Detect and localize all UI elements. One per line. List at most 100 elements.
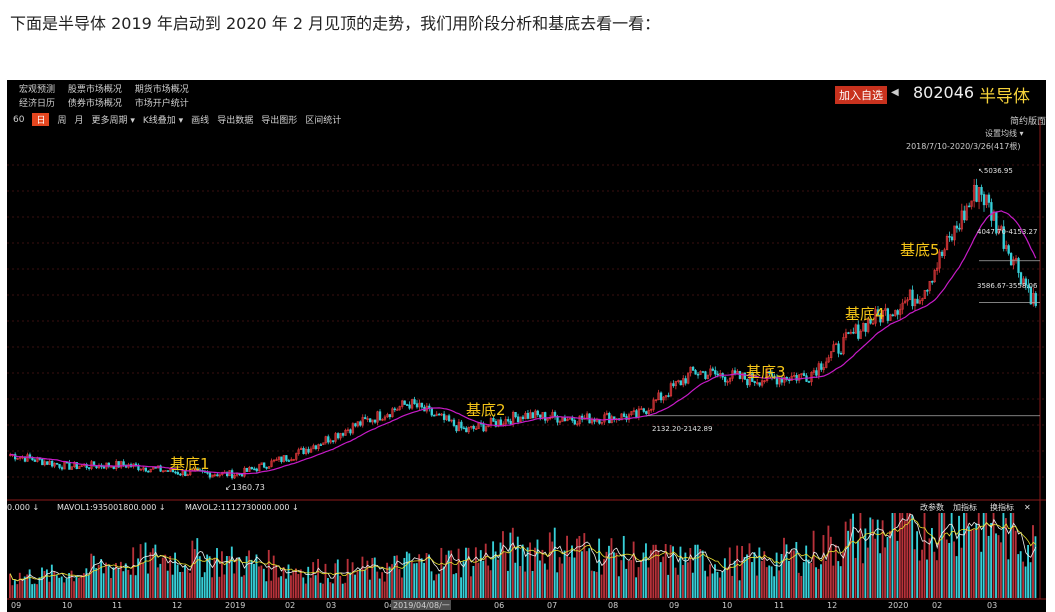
candle-body bbox=[265, 466, 268, 469]
volume-bar bbox=[92, 555, 95, 598]
volume-button-3[interactable]: ✕ bbox=[1024, 503, 1031, 512]
candlestick-chart[interactable]: ↖5036.95 ↙1360.73 2132.20-2142.89 4047.70-4… bbox=[7, 80, 1046, 612]
volume-bar bbox=[923, 513, 926, 598]
candle-body bbox=[970, 200, 973, 207]
ma-settings-button[interactable]: 设置均线 ▾ bbox=[985, 129, 1024, 138]
menu-macro-forecast[interactable]: 宏观预测 bbox=[19, 85, 56, 95]
candle-body bbox=[1017, 258, 1020, 273]
volume-bar bbox=[627, 560, 630, 598]
draw-line-button[interactable]: 画线 bbox=[191, 116, 210, 126]
volume-bar bbox=[573, 557, 576, 598]
volume-bar bbox=[359, 568, 361, 598]
candle-body bbox=[982, 194, 986, 206]
candle-body bbox=[820, 363, 823, 370]
volume-bar bbox=[807, 559, 810, 598]
add-watchlist-button[interactable]: 加入自选 bbox=[835, 86, 887, 104]
volume-bar bbox=[593, 571, 596, 598]
range-stats-button[interactable]: 区间统计 bbox=[305, 116, 342, 126]
volume-bar bbox=[541, 549, 544, 598]
more-periods-dropdown[interactable]: 更多周期 ▾ bbox=[91, 116, 135, 126]
candle-body bbox=[987, 194, 991, 203]
volume-bar bbox=[435, 574, 438, 598]
menu-account-stats[interactable]: 市场开户统计 bbox=[134, 99, 189, 109]
menu-stock-market[interactable]: 股票市场概况 bbox=[67, 85, 122, 95]
volume-bar bbox=[874, 538, 877, 598]
menu-bond-market[interactable]: 债券市场概况 bbox=[67, 99, 122, 109]
candle-body bbox=[1000, 226, 1003, 230]
k-overlay-dropdown[interactable]: K线叠加 ▾ bbox=[142, 116, 184, 126]
candle-body bbox=[233, 474, 236, 479]
candle-body bbox=[916, 298, 919, 304]
candle-body bbox=[336, 433, 340, 439]
candle-body bbox=[208, 472, 212, 478]
menu-futures-market[interactable]: 期货市场概况 bbox=[134, 85, 189, 95]
volume-button-2[interactable]: 换指标 bbox=[990, 502, 1014, 512]
volume-bar bbox=[741, 546, 744, 598]
volume-bar bbox=[960, 547, 963, 598]
candle-body bbox=[314, 445, 318, 449]
volume-bar bbox=[832, 565, 835, 598]
tab-month[interactable]: 月 bbox=[74, 116, 84, 126]
candle-body bbox=[304, 448, 308, 455]
volume-bar bbox=[783, 537, 785, 598]
export-data-button[interactable]: 导出数据 bbox=[217, 116, 254, 126]
candle-body bbox=[413, 399, 416, 405]
candle-body bbox=[312, 445, 315, 450]
candle-body bbox=[319, 444, 323, 446]
candle-body bbox=[859, 330, 862, 339]
volume-button-1[interactable]: 加指标 bbox=[953, 502, 977, 512]
volume-bar bbox=[492, 541, 495, 598]
volume-bar bbox=[940, 513, 943, 598]
candle-body bbox=[258, 464, 261, 472]
volume-bar bbox=[159, 563, 162, 598]
candle-body bbox=[16, 458, 19, 460]
candle-body bbox=[913, 298, 917, 307]
volume-bar bbox=[511, 527, 514, 598]
candle-body bbox=[405, 404, 409, 406]
candle-body bbox=[926, 290, 929, 292]
candle-body bbox=[765, 371, 769, 381]
volume-bar bbox=[768, 565, 771, 598]
volume-bar bbox=[640, 560, 642, 598]
candle-body bbox=[290, 459, 293, 462]
candle-body bbox=[216, 474, 219, 477]
volume-bar bbox=[603, 559, 605, 598]
candle-body bbox=[373, 419, 377, 423]
candle-body bbox=[667, 395, 670, 397]
volume-bar bbox=[566, 535, 568, 598]
volume-bar bbox=[171, 574, 174, 598]
candle-body bbox=[815, 370, 818, 376]
prev-arrow-icon[interactable]: ◀ bbox=[891, 87, 899, 98]
volume-bar bbox=[319, 582, 322, 598]
candle-body bbox=[117, 461, 120, 468]
candle-body bbox=[948, 236, 951, 238]
volume-bar bbox=[913, 549, 916, 598]
volume-bar bbox=[551, 541, 554, 598]
volume-bar bbox=[822, 535, 825, 598]
candle-body bbox=[248, 467, 251, 472]
volume-bar bbox=[452, 574, 455, 598]
candle-body bbox=[497, 419, 500, 427]
tab-day[interactable]: 日 bbox=[32, 113, 50, 126]
export-image-button[interactable]: 导出图形 bbox=[261, 116, 298, 126]
simple-view-button[interactable]: 简约版面 bbox=[1009, 117, 1046, 127]
volume-button-0[interactable]: 改参数 bbox=[920, 502, 944, 512]
volume-bar bbox=[790, 550, 793, 598]
volume-bar bbox=[1032, 525, 1034, 598]
candle-body bbox=[874, 309, 877, 324]
candle-body bbox=[472, 425, 475, 429]
candle-body bbox=[544, 412, 547, 421]
candle-body bbox=[378, 411, 382, 421]
menu-economic-calendar[interactable]: 经济日历 bbox=[19, 99, 56, 109]
volume-bar bbox=[11, 585, 14, 598]
volume-bar bbox=[275, 564, 278, 598]
tab-week[interactable]: 周 bbox=[57, 116, 67, 126]
volume-bar bbox=[521, 544, 524, 598]
candle-body bbox=[770, 373, 774, 377]
volume-bar bbox=[556, 572, 559, 598]
volume-bar bbox=[179, 571, 181, 598]
candle-body bbox=[474, 428, 478, 430]
tab-60[interactable]: 60 bbox=[13, 114, 25, 125]
volume-bar bbox=[571, 545, 573, 598]
candle-body bbox=[933, 270, 936, 283]
